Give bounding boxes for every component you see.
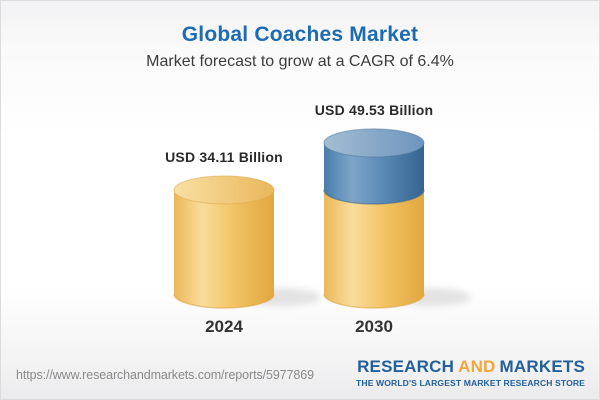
value-label-2030: USD 49.53 Billion: [314, 101, 434, 118]
page-subtitle: Market forecast to grow at a CAGR of 6.4…: [146, 53, 454, 70]
bar-2030-segment-0: [324, 189, 424, 308]
logo-word-research: RESEARCH: [357, 357, 455, 376]
category-label-2030: 2030: [355, 317, 393, 336]
cylinder-top-face: [173, 175, 275, 205]
value-label-2024: USD 34.11 Billion: [165, 148, 283, 165]
cylinder-bottom-rim: [323, 189, 425, 205]
category-label-2024: 2024: [205, 317, 243, 336]
logo-word-and: AND: [458, 357, 496, 376]
bar-2024-segment-0: [174, 189, 274, 308]
logo-tagline: THE WORLD'S LARGEST MARKET RESEARCH STOR…: [356, 377, 585, 388]
cylinder-top-face: [323, 128, 425, 158]
logo-wordmark: RESEARCH AND MARKETS: [356, 357, 585, 377]
footer-url: https://www.researchandmarkets.com/repor…: [16, 368, 314, 382]
page-title: Global Coaches Market: [181, 23, 419, 46]
research-and-markets-logo: RESEARCH AND MARKETS THE WORLD'S LARGEST M…: [356, 357, 585, 388]
logo-word-markets: MARKETS: [499, 357, 585, 376]
cylinder-bottom-rim: [323, 293, 425, 309]
chart-canvas: [173, 128, 471, 309]
bar-2030-segment-1: [324, 142, 424, 204]
cylinder-bottom-rim: [173, 293, 275, 309]
